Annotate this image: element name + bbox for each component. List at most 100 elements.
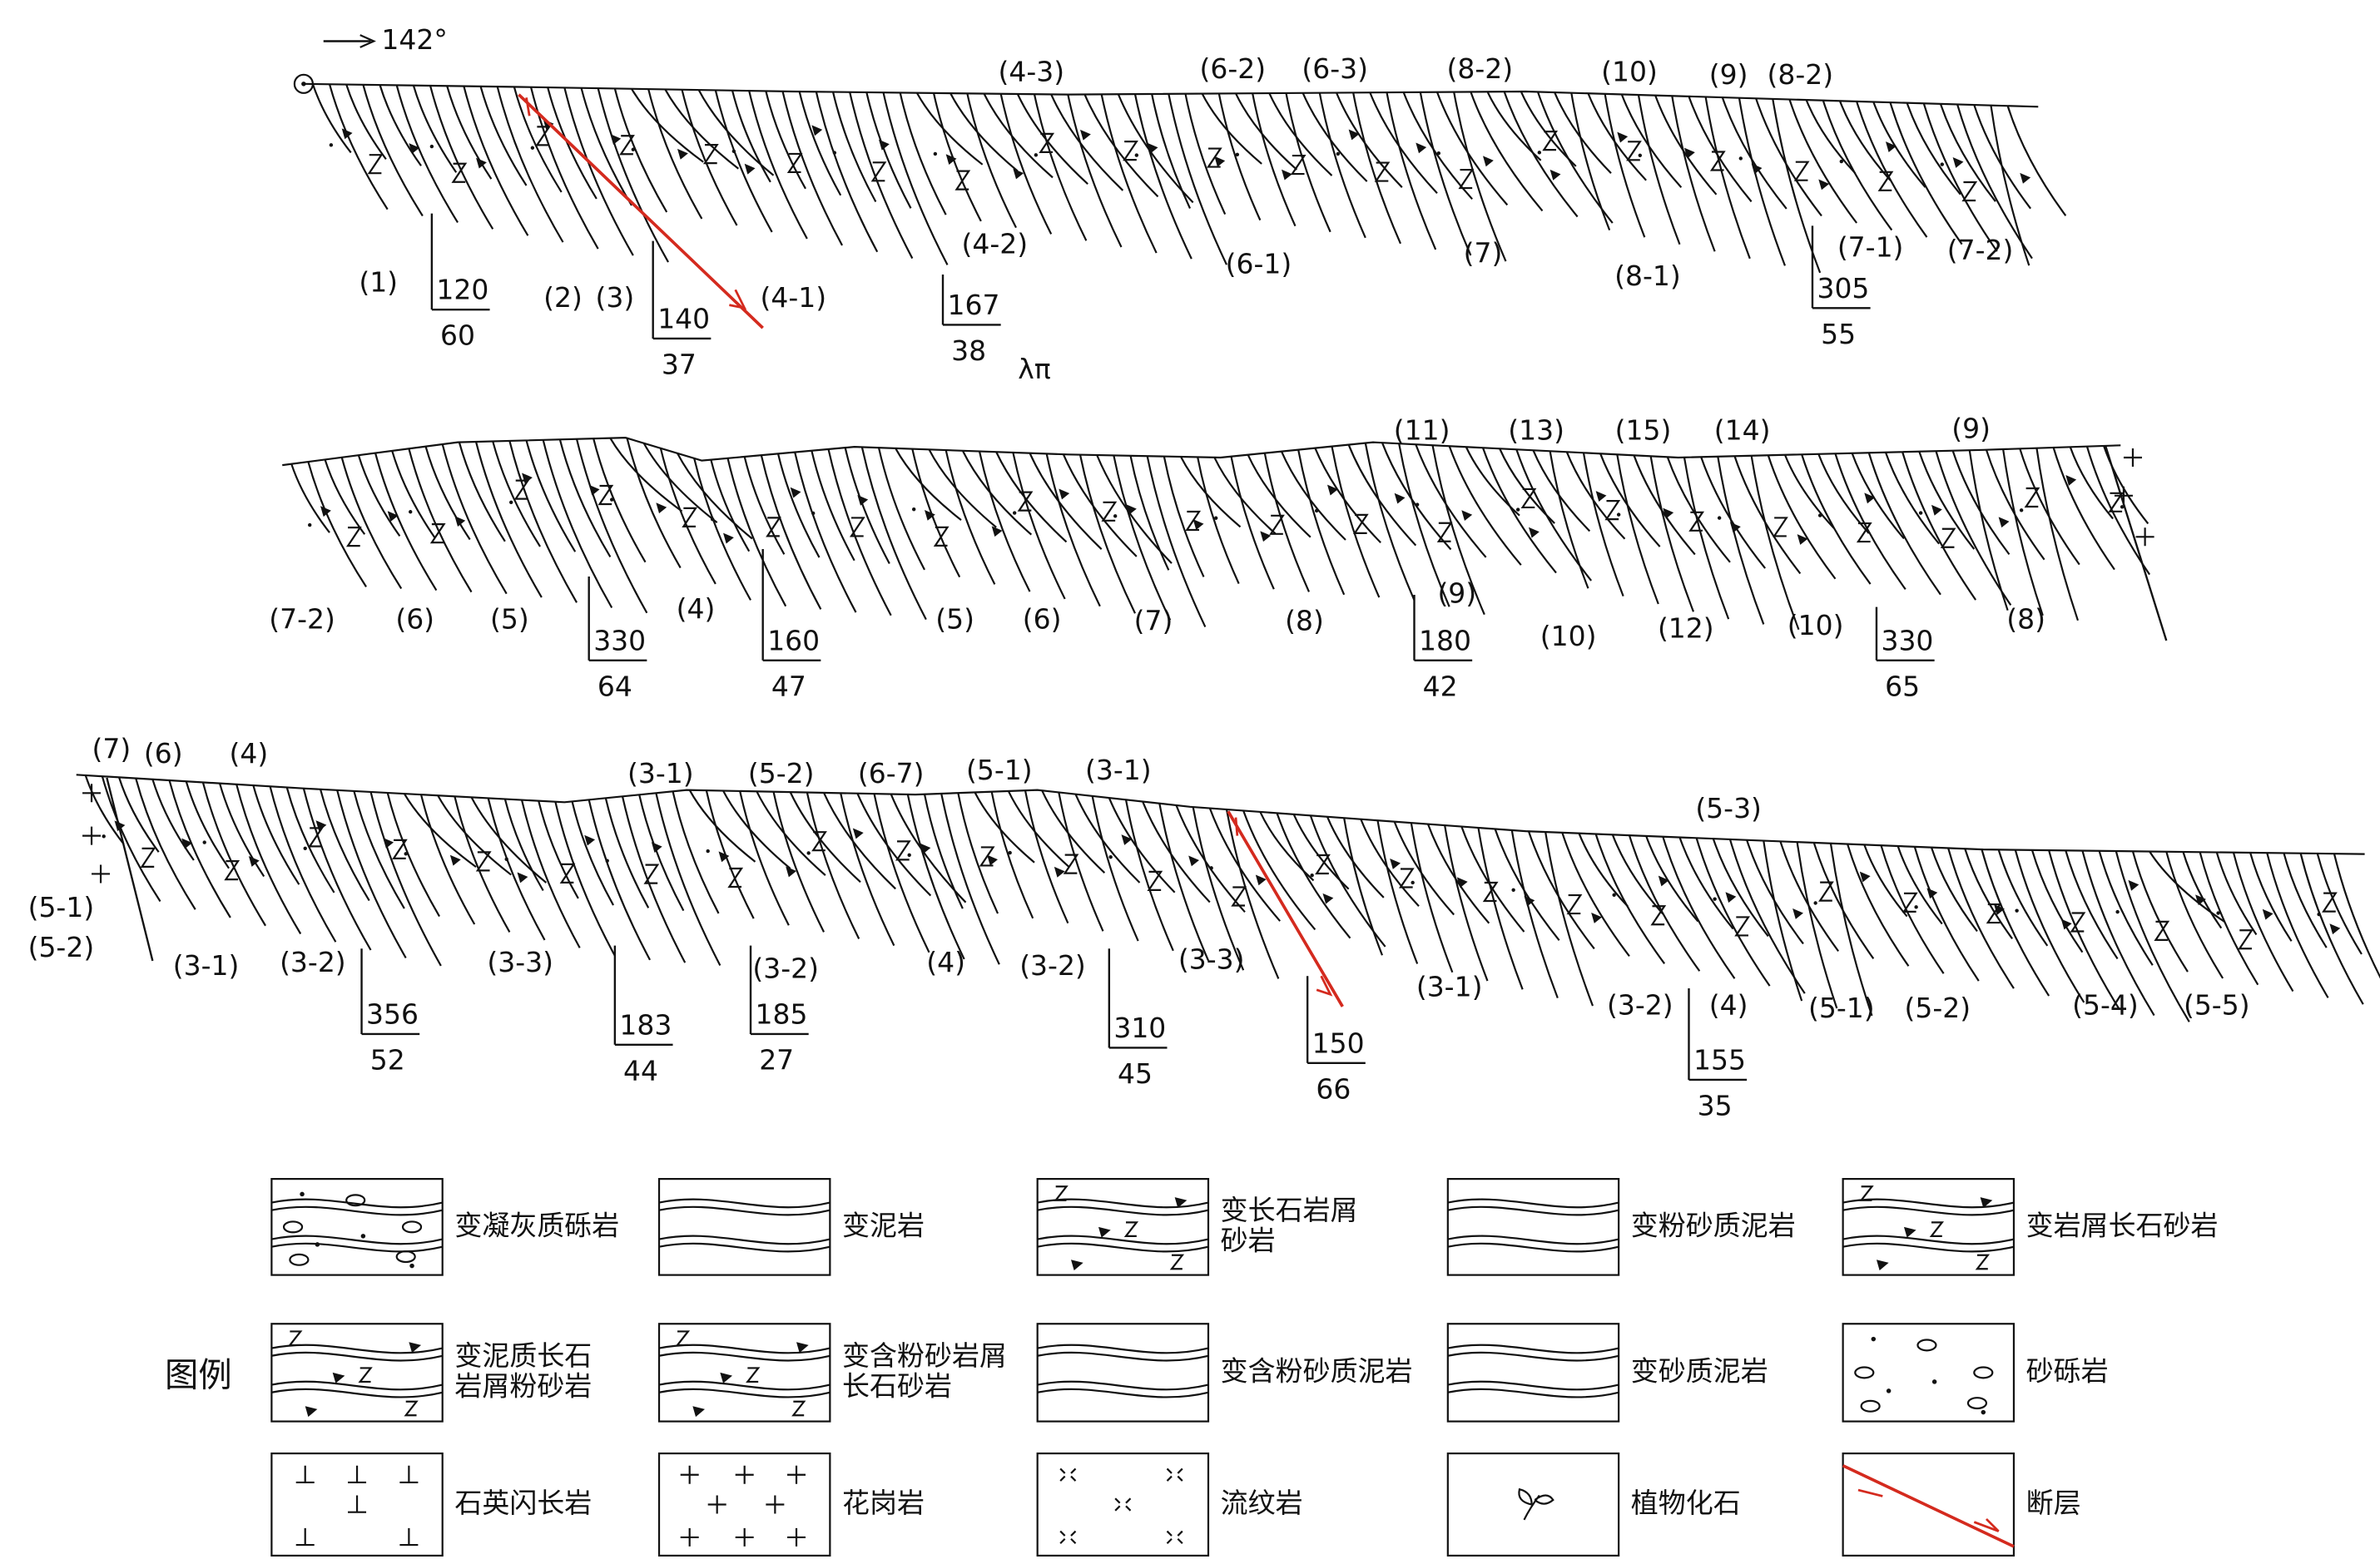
triangle-symbol xyxy=(1797,534,1808,545)
layer-label: (10) xyxy=(1787,609,1844,641)
layer-label: (12) xyxy=(1658,612,1714,645)
dot-symbol xyxy=(1314,508,1319,513)
legend-stratum xyxy=(271,1205,443,1216)
stratum-line xyxy=(1453,92,1507,262)
stratum-line xyxy=(1045,453,1101,607)
triangle-symbol xyxy=(718,851,730,863)
stratum-line xyxy=(1884,452,1940,545)
stratum-line xyxy=(1381,442,1452,551)
stratum-line xyxy=(1935,450,2012,606)
zigzag-symbol xyxy=(2024,487,2040,508)
stratum-line xyxy=(1280,451,1346,541)
dot-symbol xyxy=(806,851,811,855)
dot-symbol xyxy=(1738,156,1743,161)
stratum-line xyxy=(1347,444,1417,547)
legend-rhyolite xyxy=(1166,1530,1183,1545)
legend-dot xyxy=(1871,1336,1877,1342)
stratum-line xyxy=(2069,446,2114,520)
triangle-symbol xyxy=(1528,527,1540,538)
layer-label: (1) xyxy=(359,265,398,298)
legend-triangle xyxy=(305,1406,318,1418)
stratum-line xyxy=(520,799,581,948)
strike-value: 150 xyxy=(1312,1027,1365,1059)
stratum-line xyxy=(638,794,685,912)
strike-value: 180 xyxy=(1419,624,1471,656)
zigzag-symbol xyxy=(140,847,156,869)
legend-zigzag xyxy=(1975,1254,1991,1270)
legend-granite xyxy=(787,1465,806,1484)
stratum-line xyxy=(580,87,632,206)
stratum-line xyxy=(2052,447,2115,571)
legend-label: 石英闪长岩 xyxy=(454,1487,592,1519)
zigzag-symbol xyxy=(1986,903,2002,924)
stratum-line xyxy=(1331,446,1381,598)
stratum-line xyxy=(345,84,387,161)
layer-label: (10) xyxy=(1601,55,1658,87)
stratum-line xyxy=(1717,456,1765,625)
stratum-line xyxy=(1431,445,1485,616)
stratum-line xyxy=(1947,848,2015,989)
stratum-line xyxy=(906,794,965,960)
dot-symbol xyxy=(731,149,736,153)
stratum-line xyxy=(588,799,651,961)
stratum-line xyxy=(558,439,612,558)
triangle-symbol xyxy=(2020,172,2031,184)
stratum-line xyxy=(1763,840,1803,1002)
triangle-symbol xyxy=(991,526,1003,537)
triangle-symbol xyxy=(1751,163,1763,175)
dot-symbol xyxy=(1209,866,1213,870)
strike-value: 310 xyxy=(1113,1012,1166,1044)
triangle-symbol xyxy=(1729,522,1741,533)
zigzag-symbol xyxy=(391,839,408,859)
stratum-line xyxy=(285,787,335,893)
stratum-line xyxy=(1582,453,1624,597)
stratum-line xyxy=(655,793,721,966)
stratum-line xyxy=(1078,454,1136,614)
stratum-line xyxy=(474,441,543,598)
triangle-symbol xyxy=(1080,129,1091,141)
stratum-line xyxy=(1549,451,1589,589)
stratum-line xyxy=(2333,853,2380,979)
stratum-line xyxy=(1302,92,1368,182)
layer-label: (3-1) xyxy=(173,949,240,982)
stratum-line xyxy=(1217,93,1262,221)
zigzag-symbol xyxy=(2238,929,2254,950)
dot-symbol xyxy=(102,834,106,839)
stratum-line xyxy=(1633,454,1696,556)
zigzag-symbol xyxy=(1206,147,1222,168)
zigzag-symbol xyxy=(1566,893,1583,915)
stratum-line xyxy=(743,456,786,555)
stratum-line xyxy=(1285,92,1331,233)
layer-label: (5-2) xyxy=(1904,992,1971,1024)
strike-value: 160 xyxy=(767,624,820,656)
stratum-line xyxy=(386,792,440,918)
legend-box xyxy=(1446,1323,1620,1423)
strike-value: 183 xyxy=(619,1008,672,1041)
triangle-symbol xyxy=(2329,923,2341,935)
triangle-symbol xyxy=(1482,156,1494,167)
legend-zigzag xyxy=(1054,1185,1069,1201)
dip-value: 60 xyxy=(440,319,475,352)
legend-triangle xyxy=(720,1372,733,1383)
zigzag-symbol xyxy=(1709,151,1726,171)
dot-symbol xyxy=(710,517,715,522)
strike-value: 155 xyxy=(1693,1043,1746,1076)
triangle-symbol xyxy=(651,842,662,853)
layer-label: (5) xyxy=(935,603,974,636)
zigzag-symbol xyxy=(766,517,781,537)
legend-stratum xyxy=(1447,1198,1619,1209)
stratum-line xyxy=(1872,101,1926,188)
fault-line xyxy=(1227,810,1344,1007)
zigzag-symbol xyxy=(933,526,950,547)
stratum-line xyxy=(1486,91,1542,161)
stratum-line xyxy=(336,789,407,959)
stratum-line xyxy=(794,452,857,613)
legend-zigzag xyxy=(404,1400,419,1417)
stratum-line xyxy=(1352,92,1401,245)
stratum-line xyxy=(1100,94,1158,254)
dot-symbol xyxy=(1134,153,1139,157)
stratum-line xyxy=(1242,810,1316,931)
layer-label: (6) xyxy=(1023,603,1062,636)
zigzag-symbol xyxy=(727,867,744,888)
stratum-line xyxy=(1812,842,1875,959)
